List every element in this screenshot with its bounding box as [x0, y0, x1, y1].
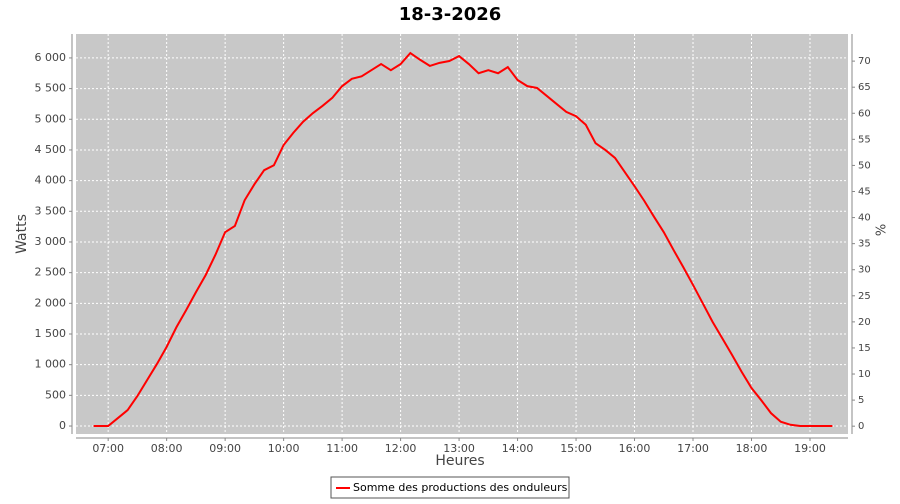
y-tick-label: 0 [59, 419, 66, 432]
y2-tick-label: 50 [858, 160, 871, 171]
x-tick-label: 08:00 [151, 442, 183, 455]
y-tick-label: 3 000 [35, 235, 67, 248]
y2-tick-label: 10 [858, 369, 871, 380]
x-tick-label: 11:00 [326, 442, 358, 455]
y-tick-label: 5 500 [35, 82, 67, 95]
legend: Somme des productions des onduleurs [330, 476, 570, 499]
y2-tick-label: 40 [858, 213, 871, 224]
plot-area [76, 34, 848, 434]
x-tick-label: 14:00 [502, 442, 534, 455]
x-tick-label: 10:00 [268, 442, 300, 455]
y2-tick-label: 20 [858, 317, 871, 328]
y-tick-label: 3 500 [35, 204, 67, 217]
legend-box [330, 476, 570, 499]
x-tick-label: 07:00 [92, 442, 124, 455]
y2-tick-label: 70 [858, 56, 871, 67]
y-tick-label: 4 000 [35, 174, 67, 187]
y-tick-label: 2 000 [35, 296, 67, 309]
y-tick-label: 5 000 [35, 112, 67, 125]
y-tick-label: 2 500 [35, 266, 67, 279]
y-axis-label: Watts [14, 214, 30, 254]
y2-tick-label: 25 [858, 291, 871, 302]
y2-tick-label: 15 [858, 343, 871, 354]
y2-tick-label: 35 [858, 239, 871, 250]
x-tick-label: 09:00 [209, 442, 241, 455]
y2-tick-label: 30 [858, 265, 871, 276]
x-tick-label: 18:00 [736, 442, 768, 455]
y2-tick-label: 65 [858, 82, 871, 93]
y2-tick-label: 0 [858, 421, 864, 432]
y-tick-label: 500 [45, 388, 66, 401]
y-tick-label: 1 500 [35, 327, 67, 340]
y2-axis-label: % [875, 224, 890, 236]
legend-label: Somme des productions des onduleurs [353, 481, 568, 494]
y-tick-label: 6 000 [35, 51, 67, 64]
y-tick-label: 1 000 [35, 358, 67, 371]
y2-tick-label: 60 [858, 108, 871, 119]
chart-title: 18-3-2026 [399, 4, 502, 25]
x-tick-label: 17:00 [677, 442, 709, 455]
series-line [93, 51, 833, 428]
y2-tick-label: 45 [858, 186, 871, 197]
x-tick-label: 19:00 [794, 442, 826, 455]
x-axis-label: Heures [435, 453, 484, 469]
y2-tick-label: 55 [858, 134, 871, 145]
y2-tick-label: 5 [858, 395, 864, 406]
x-tick-label: 12:00 [385, 442, 417, 455]
x-tick-label: 15:00 [560, 442, 592, 455]
x-tick-label: 16:00 [619, 442, 651, 455]
y-tick-label: 4 500 [35, 143, 67, 156]
x-tick-label: 13:00 [443, 442, 475, 455]
